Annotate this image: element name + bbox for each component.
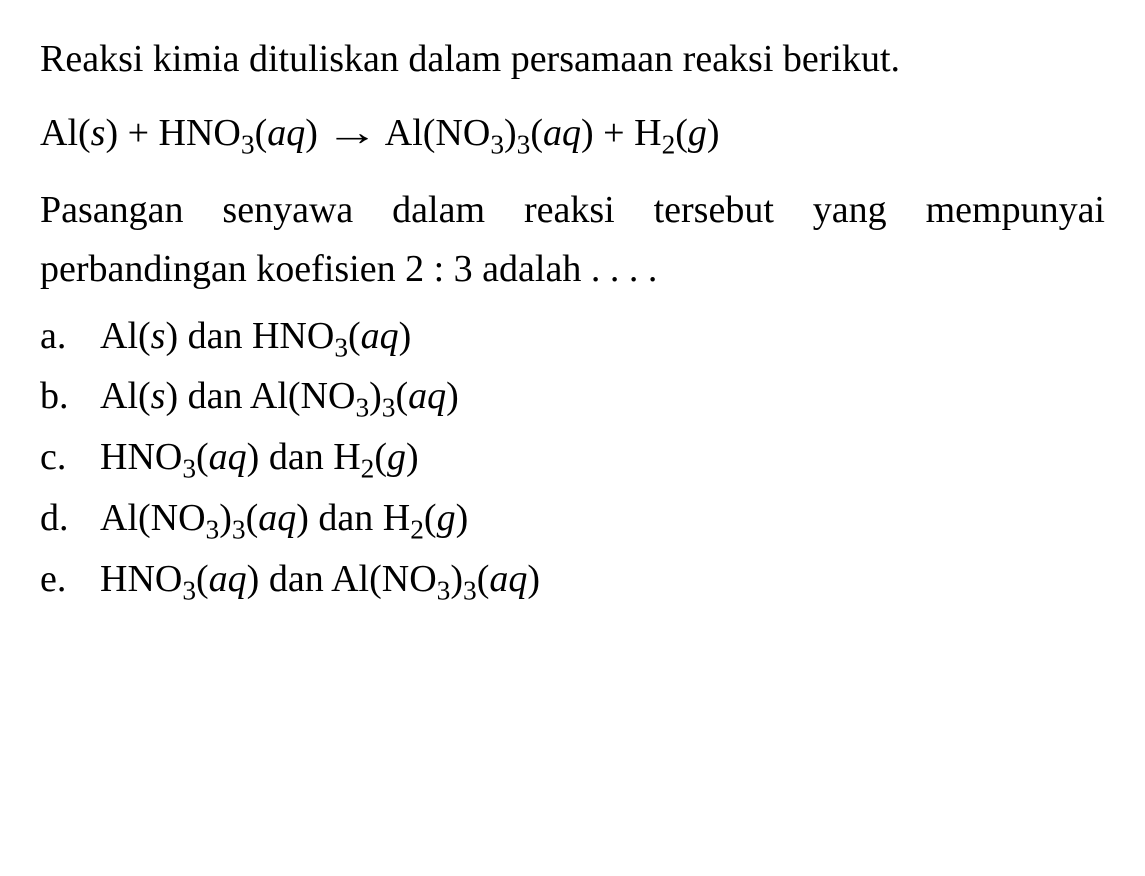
option-e: e. HNO3(aq) dan Al(NO3)3(aq) [40, 550, 1105, 609]
d-s2-sub: 2 [410, 515, 424, 545]
b-dan: dan [178, 375, 250, 417]
option-e-letter: e. [40, 550, 100, 609]
option-b-letter: b. [40, 367, 100, 426]
b-s2-sub2: 3 [382, 393, 396, 423]
a-dan: dan [178, 315, 252, 357]
option-d: d. Al(NO3)3(aq) dan H2(g) [40, 489, 1105, 548]
d-s1-elem: Al(NO [100, 497, 206, 539]
arrow-icon: → [326, 104, 379, 163]
b-s2-sub1: 3 [355, 393, 369, 423]
option-a-letter: a. [40, 307, 100, 366]
e-s2-close: ) [450, 558, 463, 600]
e-s2-elem: Al(NO [331, 558, 437, 600]
e-s1-elem: HNO [100, 558, 182, 600]
c-s1-elem: HNO [100, 436, 182, 478]
p2-sub: 2 [662, 129, 676, 159]
d-dan: dan [309, 497, 383, 539]
d-s2-elem: H [383, 497, 410, 539]
p1-sub1: 3 [490, 129, 504, 159]
e-s1-sub: 3 [182, 576, 196, 606]
option-e-text: HNO3(aq) dan Al(NO3)3(aq) [100, 550, 1105, 609]
product-1: Al(NO3)3(aq) [385, 112, 594, 154]
p1-close: ) [504, 112, 517, 154]
chemical-equation: Al(s) + HNO3(aq) → Al(NO3)3(aq) + H2(g) [40, 104, 1105, 163]
a-s2-sub: 3 [334, 332, 348, 362]
e-s1-phase: aq [209, 558, 247, 600]
b-s2-close: ) [369, 375, 382, 417]
c-s2-elem: H [333, 436, 360, 478]
c-s2-sub: 2 [361, 454, 375, 484]
option-b-text: Al(s) dan Al(NO3)3(aq) [100, 367, 1105, 426]
option-a-text: Al(s) dan HNO3(aq) [100, 307, 1105, 366]
reactant-2: HNO3(aq) [159, 112, 318, 154]
intro-text: Reaksi kimia dituliskan dalam persamaan … [40, 30, 1105, 89]
p1-sub2: 3 [517, 129, 531, 159]
b-s2-elem: Al(NO [250, 375, 356, 417]
option-d-letter: d. [40, 489, 100, 548]
option-c-text: HNO3(aq) dan H2(g) [100, 428, 1105, 487]
d-s1-close: ) [219, 497, 232, 539]
c-s1-sub: 3 [182, 454, 196, 484]
r2-phase: aq [267, 112, 305, 154]
d-s1-sub1: 3 [206, 515, 220, 545]
e-s2-phase: aq [489, 558, 527, 600]
followup-text: Pasangan senyawa dalam reaksi tersebut y… [40, 181, 1105, 299]
p1-element: Al(NO [385, 112, 491, 154]
p2-phase: g [688, 112, 707, 154]
plus1: + [118, 112, 158, 154]
b-s1-elem: Al [100, 375, 138, 417]
d-s1-phase: aq [258, 497, 296, 539]
a-s1-phase: s [151, 315, 166, 357]
option-c: c. HNO3(aq) dan H2(g) [40, 428, 1105, 487]
plus2: + [594, 112, 634, 154]
r1-element: Al [40, 112, 78, 154]
reactant-1: Al(s) [40, 112, 118, 154]
b-s2-phase: aq [408, 375, 446, 417]
r1-phase: s [91, 112, 106, 154]
d-s2-phase: g [437, 497, 456, 539]
e-dan: dan [259, 558, 331, 600]
p1-phase: aq [543, 112, 581, 154]
r2-element: HNO [159, 112, 241, 154]
option-b: b. Al(s) dan Al(NO3)3(aq) [40, 367, 1105, 426]
question-body: Reaksi kimia dituliskan dalam persamaan … [40, 30, 1105, 609]
c-dan: dan [259, 436, 333, 478]
a-s1-elem: Al [100, 315, 138, 357]
e-s2-sub1: 3 [437, 576, 451, 606]
a-s2-elem: HNO [252, 315, 334, 357]
p2-element: H [634, 112, 661, 154]
b-s1-phase: s [151, 375, 166, 417]
product-2: H2(g) [634, 112, 719, 154]
option-d-text: Al(NO3)3(aq) dan H2(g) [100, 489, 1105, 548]
option-a: a. Al(s) dan HNO3(aq) [40, 307, 1105, 366]
options-list: a. Al(s) dan HNO3(aq) b. Al(s) dan Al(NO… [40, 307, 1105, 609]
e-s2-sub2: 3 [463, 576, 477, 606]
r2-sub: 3 [241, 129, 255, 159]
d-s1-sub2: 3 [232, 515, 246, 545]
a-s2-phase: aq [361, 315, 399, 357]
c-s2-phase: g [387, 436, 406, 478]
c-s1-phase: aq [209, 436, 247, 478]
option-c-letter: c. [40, 428, 100, 487]
